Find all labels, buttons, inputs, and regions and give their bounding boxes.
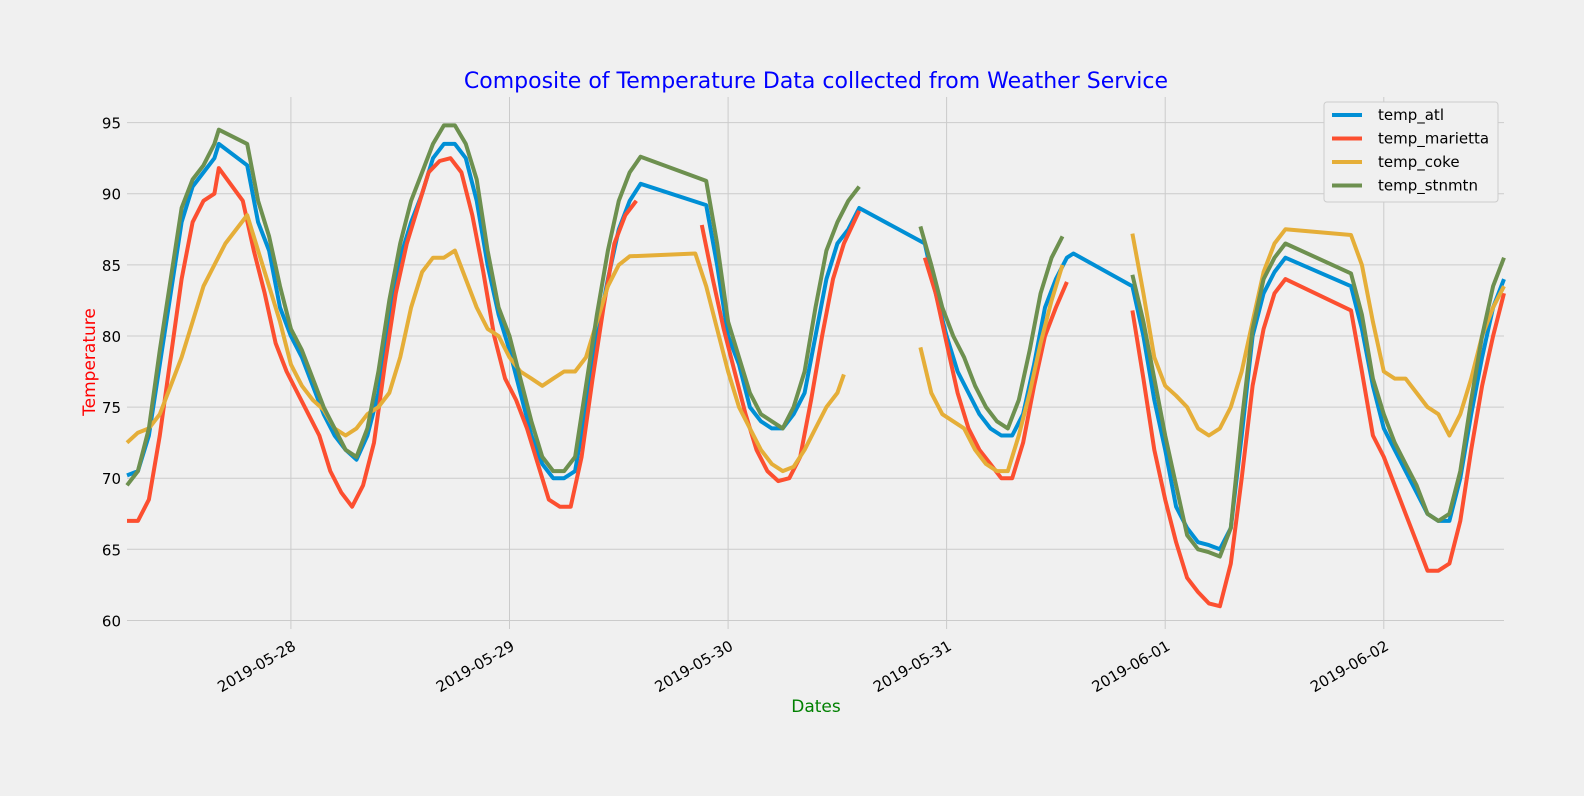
series-line-temp-marietta <box>127 156 638 523</box>
y-tick-label: 75 <box>102 399 121 417</box>
x-tick-label: 2019-06-02 <box>1307 637 1392 696</box>
series-line-temp-marietta <box>1130 277 1506 609</box>
x-tick-label: 2019-05-31 <box>870 637 955 696</box>
y-tick-label: 85 <box>102 257 121 275</box>
y-tick-label: 80 <box>102 328 121 346</box>
legend-label-temp-marietta: temp_marietta <box>1378 130 1489 149</box>
series-line-temp-marietta <box>699 209 862 484</box>
series-line-temp-coke <box>125 213 846 474</box>
legend-frame <box>1323 101 1499 203</box>
x-tick-label: 2019-06-01 <box>1089 637 1174 696</box>
chart-title: Composite of Temperature Data collected … <box>464 69 1168 94</box>
series-line-temp-stnmtn <box>1130 241 1506 559</box>
series-line-temp-stnmtn <box>918 225 1065 431</box>
series-lines <box>125 123 1506 609</box>
x-axis-ticks: 2019-05-28 2019-05-29 2019-05-30 2019-05-31… <box>214 637 1391 696</box>
x-axis-label: Dates <box>791 697 841 717</box>
y-axis-ticks: 60 65 70 75 80 85 90 95 <box>102 115 121 631</box>
legend-label-temp-atl: temp_atl <box>1378 106 1444 125</box>
x-tick-label: 2019-05-29 <box>433 637 518 696</box>
y-tick-label: 65 <box>102 541 121 559</box>
legend-label-temp-stnmtn: temp_stnmtn <box>1378 177 1478 196</box>
legend-label-temp-coke: temp_coke <box>1378 153 1460 172</box>
y-tick-label: 95 <box>102 115 121 133</box>
y-tick-label: 60 <box>102 613 121 631</box>
series-line-temp-coke <box>918 264 1065 474</box>
series-line-temp-stnmtn <box>125 123 861 487</box>
legend: temp_atl temp_marietta temp_coke temp_stnmt… <box>1323 101 1499 203</box>
y-tick-label: 90 <box>102 186 121 204</box>
y-tick-label: 70 <box>102 470 121 488</box>
y-axis-label: Temperature <box>80 308 100 417</box>
x-tick-label: 2019-05-28 <box>214 637 299 696</box>
x-tick-label: 2019-05-30 <box>652 637 737 696</box>
series-line-temp-atl <box>126 141 1506 552</box>
series-line-temp-coke <box>1130 227 1506 438</box>
